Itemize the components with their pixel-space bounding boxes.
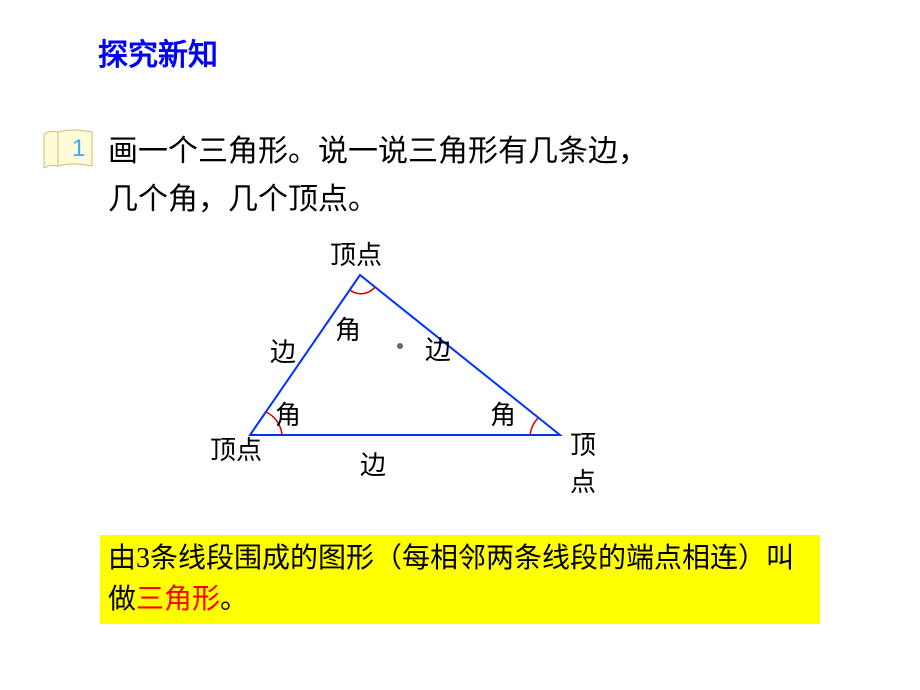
definition-box: 由3条线段围成的图形（每相邻两条线段的端点相连）叫做三角形。	[100, 535, 820, 624]
definition-highlight: 三角形	[136, 584, 220, 615]
definition-part2: 。	[220, 584, 248, 615]
bullet-dot	[397, 343, 403, 349]
